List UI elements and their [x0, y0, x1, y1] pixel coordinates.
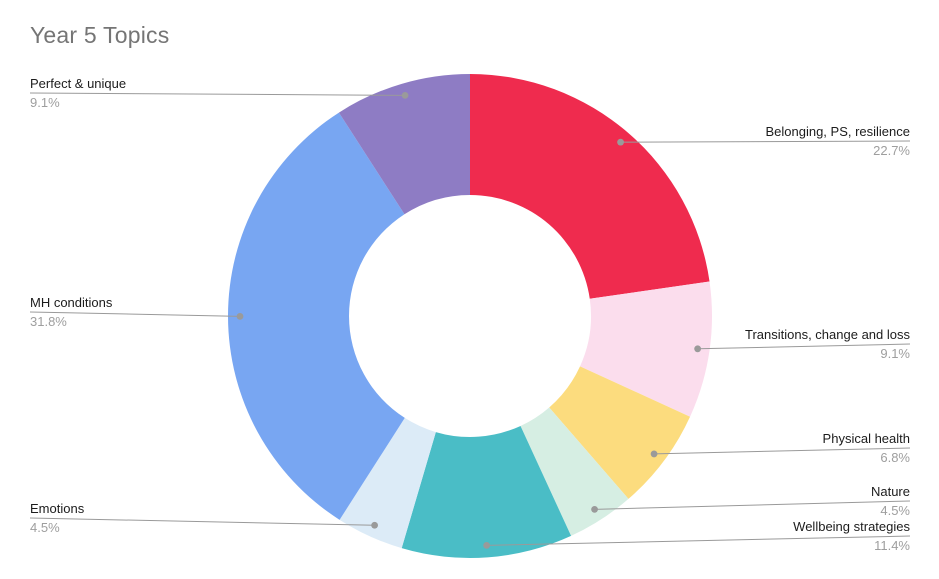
leader-dot-emotions	[371, 521, 378, 529]
slice-label-percent: 6.8%	[880, 450, 910, 465]
slice-label-percent: 9.1%	[30, 95, 60, 110]
slice-wellbeing-strategies[interactable]	[401, 425, 572, 559]
slice-belonging-ps-resilience[interactable]	[470, 74, 710, 299]
slice-nature[interactable]	[520, 407, 629, 536]
slice-label-percent: 22.7%	[873, 143, 910, 158]
leader-dot-belonging-ps-resilience	[617, 138, 624, 146]
leader-dot-transitions-change-and-loss	[694, 345, 702, 353]
slice-label-name: Perfect & unique	[30, 76, 127, 91]
slice-label-wellbeing-strategies: Wellbeing strategies 11.4%	[793, 519, 910, 553]
leader-dot-wellbeing-strategies	[483, 542, 491, 549]
slice-label-percent: 4.5%	[880, 503, 910, 518]
slice-label-perfect-unique: Perfect & unique 9.1%	[30, 76, 126, 110]
slice-emotions[interactable]	[339, 417, 436, 549]
slice-label-name: Nature	[870, 484, 910, 499]
slice-label-belonging-ps-resilience: Belonging, PS, resilience 22.7%	[765, 124, 910, 158]
slice-mh-conditions[interactable]	[228, 112, 405, 520]
slice-label-transitions-change-and-loss: Transitions, change and loss 9.1%	[745, 327, 910, 361]
slice-perfect-unique[interactable]	[338, 74, 470, 215]
chart-title: Year 5 Topics	[30, 22, 170, 48]
slice-label-name: Physical health	[822, 431, 910, 446]
leader-line-nature	[594, 500, 911, 510]
leader-line-wellbeing-strategies	[486, 535, 911, 546]
leader-line-transitions-change-and-loss	[697, 343, 911, 350]
slice-label-physical-health: Physical health 6.8%	[823, 431, 910, 465]
slice-label-percent: 9.1%	[880, 346, 910, 361]
leader-dot-nature	[591, 505, 598, 513]
leader-line-belonging-ps-resilience	[620, 140, 911, 143]
slice-label-percent: 11.4%	[874, 538, 910, 553]
leader-dot-physical-health	[650, 450, 658, 458]
slice-label-name: Wellbeing strategies	[793, 519, 910, 534]
leader-line-emotions	[29, 517, 375, 526]
slice-label-emotions: Emotions 4.5%	[30, 501, 84, 535]
leader-line-mh-conditions	[29, 311, 241, 317]
slice-label-percent: 4.5%	[30, 520, 60, 535]
slice-label-name: Belonging, PS, resilience	[765, 124, 910, 139]
slice-label-name: MH conditions	[30, 295, 113, 310]
leader-dot-mh-conditions	[236, 312, 244, 320]
slice-label-percent: 31.8%	[30, 314, 67, 329]
leader-line-physical-health	[654, 447, 911, 455]
leader-line-perfect-unique	[29, 92, 406, 96]
slice-label-mh-conditions: MH conditions 31.8%	[30, 295, 112, 329]
slice-label-nature: Nature 4.5%	[871, 484, 910, 518]
slice-label-name: Emotions	[30, 501, 85, 516]
slice-transitions-change-and-loss[interactable]	[580, 281, 713, 417]
slice-label-name: Transitions, change and loss	[744, 327, 910, 342]
slice-physical-health[interactable]	[549, 366, 691, 499]
leader-dot-perfect-unique	[401, 91, 409, 99]
